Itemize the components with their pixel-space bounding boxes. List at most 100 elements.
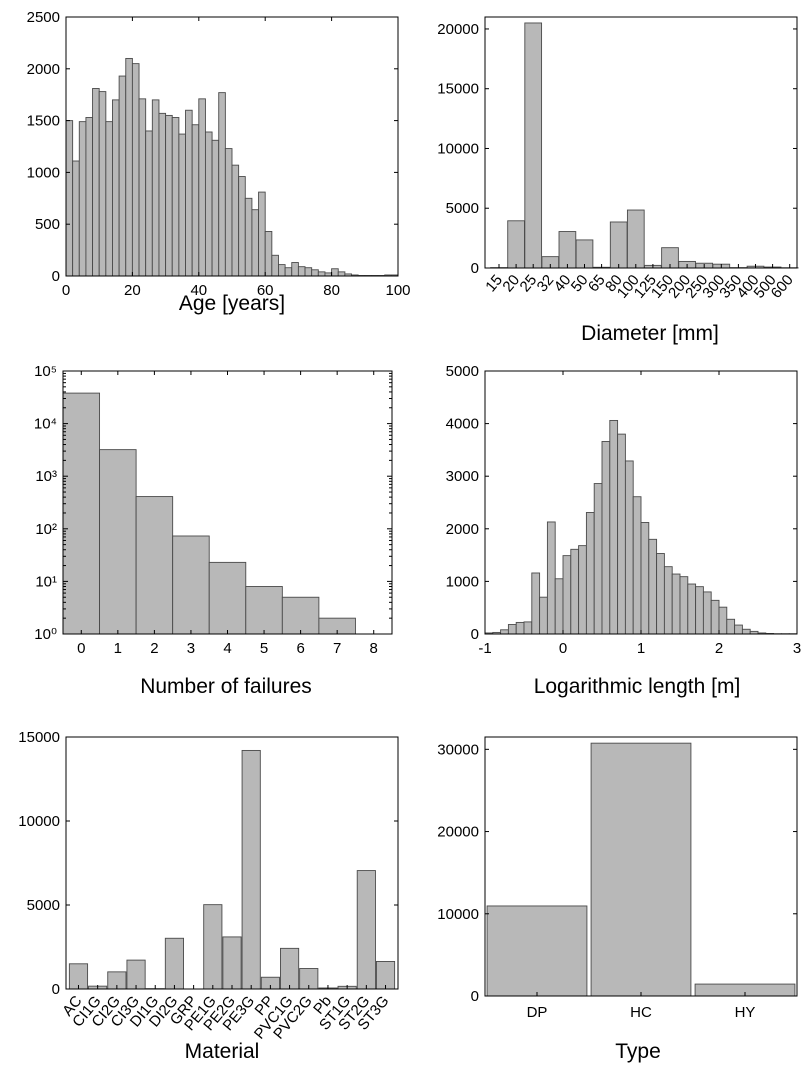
length-bar xyxy=(601,441,611,635)
failures-xtick-label: 5 xyxy=(260,640,268,657)
age-bar xyxy=(78,121,87,277)
diameter-histogram-panel: Diameter [mm] xyxy=(581,322,719,345)
type-bar xyxy=(486,905,588,997)
material-x-axis-label: Material xyxy=(185,1040,260,1063)
diameter-bar xyxy=(575,239,594,269)
type-plot-frame xyxy=(484,736,798,997)
age-xtick-label: 20 xyxy=(124,282,141,299)
failures-xtick-label: 0 xyxy=(77,640,85,657)
diameter-ytick-label: 15000 xyxy=(437,81,479,98)
length-bar xyxy=(531,572,541,635)
diameter-ytick-label: 0 xyxy=(471,260,479,277)
length-bar xyxy=(515,621,525,635)
age-bar xyxy=(165,114,173,277)
age-ytick-label: 0 xyxy=(52,268,60,285)
failures-ytick-label: 10⁵ xyxy=(34,363,57,380)
length-bar xyxy=(695,586,704,635)
length-xtick-label: 0 xyxy=(559,640,567,657)
material-ytick-label: 5000 xyxy=(27,897,60,914)
length-x-axis-label: Logarithmic length [m] xyxy=(534,675,741,698)
length-bar xyxy=(718,606,728,635)
length-histogram-panel: Logarithmic length [m] xyxy=(534,675,741,698)
failures-bar xyxy=(135,496,174,635)
length-bar xyxy=(663,566,673,635)
age-bar xyxy=(204,131,213,277)
age-bar xyxy=(284,267,293,277)
age-x-axis-label: Age [years] xyxy=(179,292,285,315)
length-bar xyxy=(632,496,642,635)
diameter-bar xyxy=(507,220,525,269)
age-bar xyxy=(297,266,306,277)
failures-x-axis-label: Number of failures xyxy=(140,675,312,698)
length-bar xyxy=(687,583,697,635)
age-bar xyxy=(112,99,120,277)
age-bar xyxy=(311,269,319,277)
length-bar xyxy=(671,573,681,635)
length-bar xyxy=(726,618,736,635)
length-ytick-label: 1000 xyxy=(446,573,479,590)
age-bar xyxy=(125,57,133,277)
age-ytick-label: 2000 xyxy=(27,61,60,78)
diameter-bar xyxy=(558,231,577,269)
failures-ytick-label: 10⁴ xyxy=(34,416,57,433)
age-bar xyxy=(65,120,74,277)
age-bar xyxy=(337,271,346,277)
age-xtick-label: 100 xyxy=(385,282,410,299)
length-bar xyxy=(539,596,548,635)
length-bar xyxy=(593,483,603,635)
age-bar xyxy=(198,98,206,277)
length-bar xyxy=(500,629,509,635)
age-ytick-label: 1000 xyxy=(27,164,60,181)
age-bar xyxy=(145,130,153,277)
material-ytick-label: 0 xyxy=(52,981,60,998)
age-xtick-label: 60 xyxy=(257,282,274,299)
failures-bar xyxy=(245,586,283,635)
failures-ytick-label: 10³ xyxy=(35,468,57,485)
age-ytick-label: 1500 xyxy=(27,113,60,130)
length-xtick-label: 3 xyxy=(793,640,801,657)
age-bar xyxy=(85,117,94,277)
material-ytick-label: 10000 xyxy=(18,813,60,830)
material-ytick-label: 15000 xyxy=(18,729,60,746)
age-xtick-label: 0 xyxy=(62,282,70,299)
material-plot-frame xyxy=(65,736,399,990)
age-xtick-label: 40 xyxy=(190,282,207,299)
failures-xtick-label: 3 xyxy=(187,640,195,657)
age-bar xyxy=(131,63,140,277)
age-bar xyxy=(231,164,240,277)
type-ytick-label: 10000 xyxy=(437,906,479,923)
failures-ytick-label: 10¹ xyxy=(35,573,57,590)
failures-bar xyxy=(281,596,320,635)
type-xtick-label: HY xyxy=(735,1004,756,1021)
type-ytick-label: 20000 xyxy=(437,824,479,841)
length-ytick-label: 4000 xyxy=(446,416,479,433)
type-x-axis-label: Type xyxy=(615,1040,661,1063)
age-bar xyxy=(271,254,279,277)
length-bar xyxy=(640,522,650,635)
length-bar xyxy=(546,521,556,635)
length-xtick-label: 1 xyxy=(637,640,645,657)
length-bar xyxy=(741,628,751,635)
age-bar xyxy=(138,98,147,277)
age-bar xyxy=(211,139,220,277)
age-bar xyxy=(178,133,186,277)
failures-bar xyxy=(208,561,247,635)
material-bar xyxy=(126,959,146,990)
age-bar xyxy=(317,271,326,277)
age-bar xyxy=(151,99,160,277)
age-bar xyxy=(291,262,299,277)
failures-xtick-label: 4 xyxy=(223,640,231,657)
material-bar xyxy=(356,870,376,990)
length-ytick-label: 5000 xyxy=(446,363,479,380)
length-bar xyxy=(609,419,619,635)
length-xtick-label: -1 xyxy=(478,640,491,657)
age-bar xyxy=(98,91,107,277)
age-bar xyxy=(278,264,286,277)
material-bar xyxy=(241,749,261,990)
length-bar xyxy=(710,599,720,635)
failures-histogram-panel: Number of failures xyxy=(140,675,312,698)
failures-xtick-label: 6 xyxy=(296,640,304,657)
diameter-ytick-label: 10000 xyxy=(437,140,479,157)
age-bar xyxy=(251,209,260,277)
